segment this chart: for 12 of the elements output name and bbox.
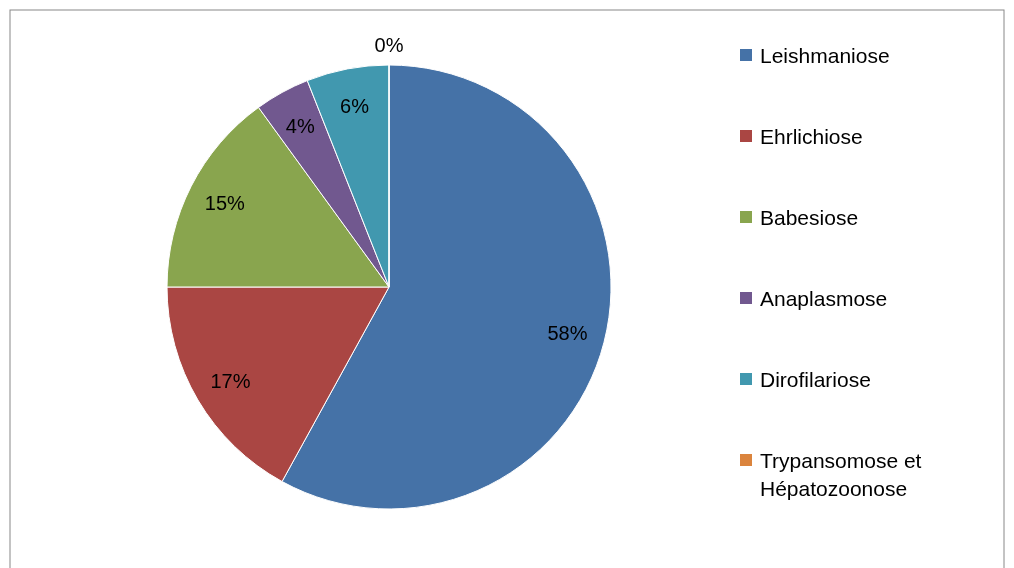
data-label: 4% bbox=[285, 114, 315, 137]
legend-label: Leishmaniose bbox=[760, 43, 890, 67]
legend-label: Trypansomose et Hépatozoonose bbox=[760, 448, 922, 500]
legend-label: Anaplasmose bbox=[760, 286, 888, 310]
data-label: 58% bbox=[547, 321, 588, 344]
legend-label: Ehrlichiose bbox=[760, 124, 863, 148]
data-label: 6% bbox=[340, 95, 370, 117]
legend-label: Babesiose bbox=[760, 205, 859, 229]
data-label: 17% bbox=[210, 369, 251, 392]
legend-label: Dirofilariose bbox=[760, 367, 871, 391]
data-label: 15% bbox=[204, 192, 246, 215]
text: 0% bbox=[374, 34, 404, 56]
